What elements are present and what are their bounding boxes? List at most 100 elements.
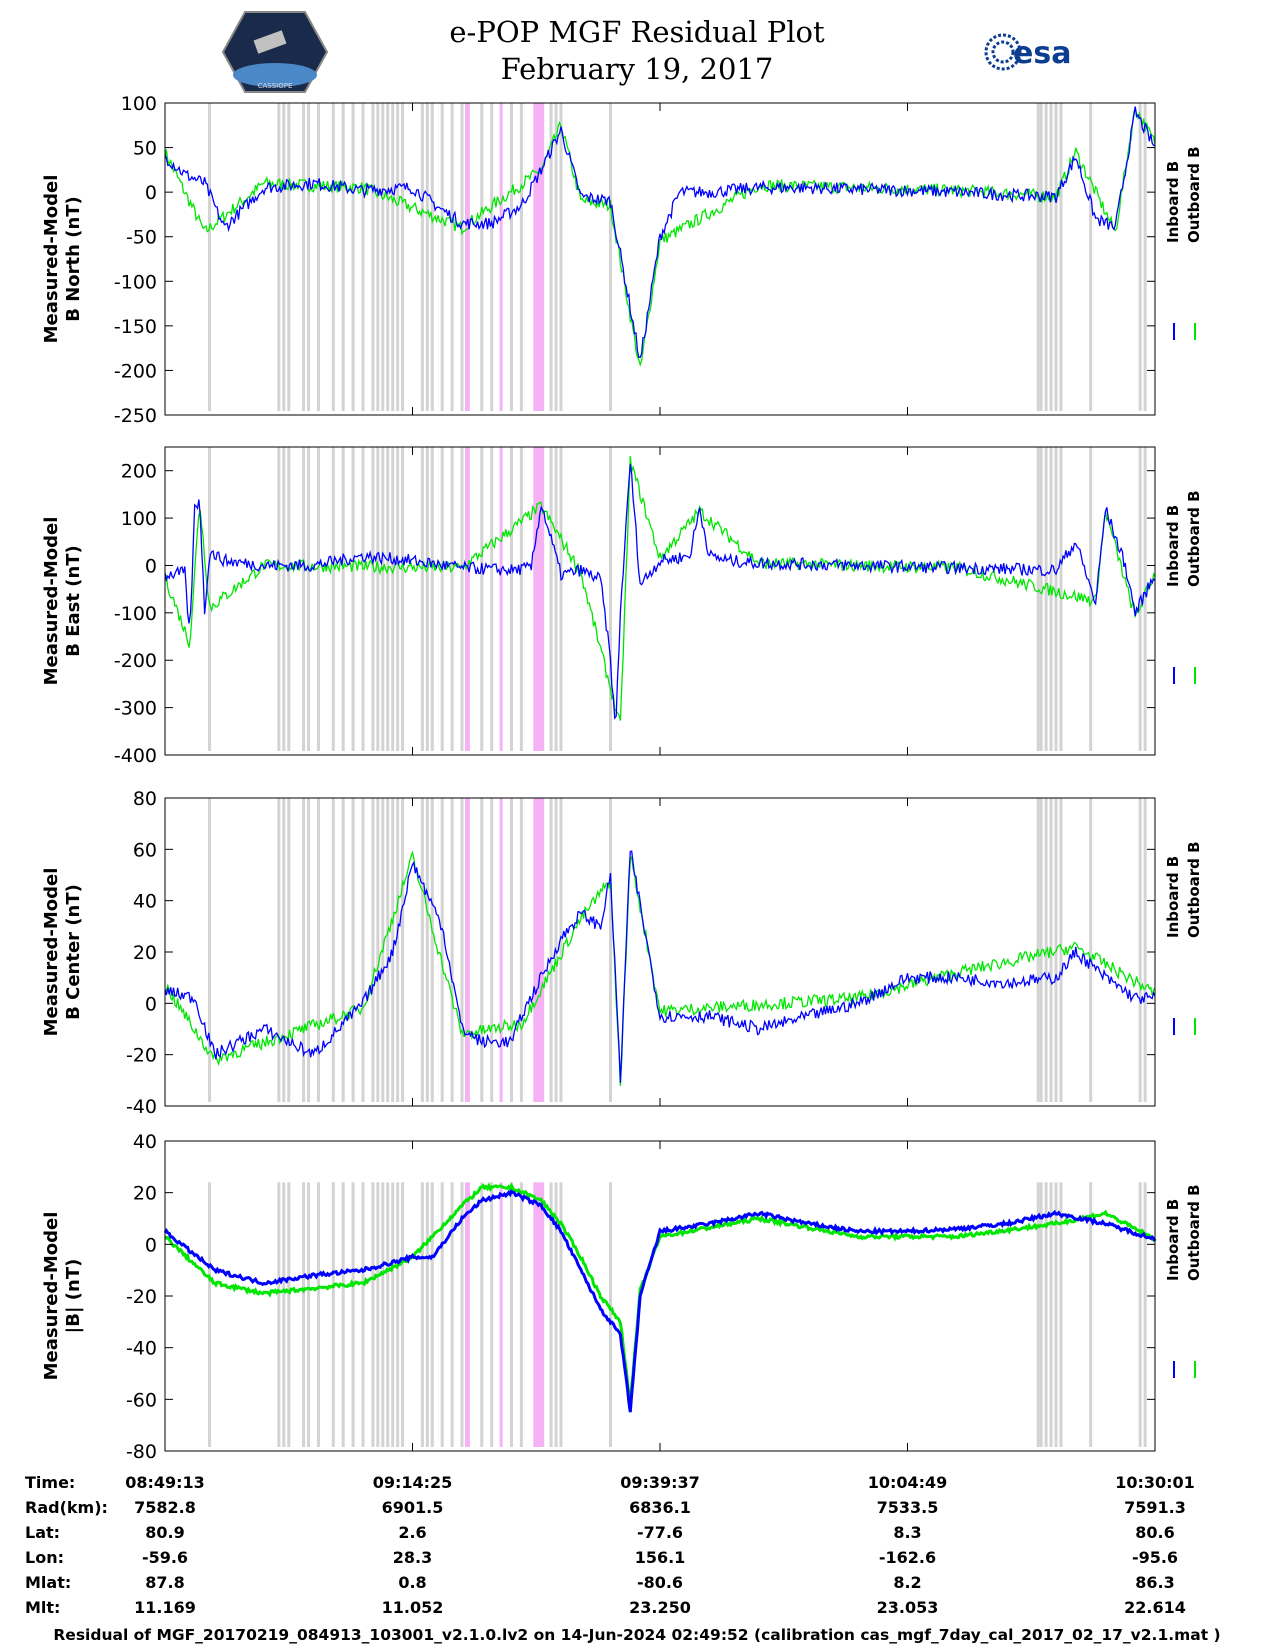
y-axis-label-line: Measured-Model <box>41 517 62 686</box>
eclipse-band <box>331 798 335 1102</box>
info-cell: 6836.1 <box>629 1498 691 1517</box>
y-tick-label: -100 <box>114 271 157 293</box>
eclipse-band <box>1059 1182 1063 1447</box>
eclipse-band <box>1039 447 1043 751</box>
series-outboard <box>164 106 1156 367</box>
eclipse-band <box>381 103 385 411</box>
y-tick-label: -100 <box>114 603 157 625</box>
eclipse-band <box>430 798 434 1102</box>
eclipse-band <box>440 447 444 751</box>
y-tick-label: -400 <box>114 745 157 767</box>
flag-band <box>499 103 503 411</box>
y-axis-label-line: Measured-Model <box>41 1212 62 1381</box>
eclipse-band <box>510 447 513 751</box>
eclipse-band <box>1138 103 1142 411</box>
eclipse-band <box>282 1182 286 1447</box>
y-tick-label: -40 <box>126 1096 157 1118</box>
eclipse-band <box>401 798 405 1102</box>
eclipse-band <box>554 103 558 411</box>
eclipse-band <box>450 798 454 1102</box>
eclipse-band <box>316 798 320 1102</box>
eclipse-band <box>376 798 380 1102</box>
eclipse-band <box>351 1182 355 1447</box>
eclipse-band <box>1044 1182 1048 1447</box>
eclipse-band <box>1044 103 1048 411</box>
eclipse-band <box>316 447 320 751</box>
info-cell: 8.2 <box>893 1573 921 1592</box>
series-inboard <box>164 464 1156 720</box>
eclipse-band <box>396 798 400 1102</box>
legend: Inboard B Outboard B <box>1164 490 1203 684</box>
eclipse-band <box>401 1182 405 1447</box>
y-tick-label: -40 <box>126 1338 157 1360</box>
eclipse-band <box>302 103 306 411</box>
eclipse-band <box>376 447 380 751</box>
eclipse-band <box>371 1182 375 1447</box>
eclipse-band <box>490 798 494 1102</box>
eclipse-band <box>302 798 306 1102</box>
eclipse-band <box>510 1182 513 1447</box>
eclipse-band <box>331 1182 335 1447</box>
eclipse-band <box>430 1182 434 1447</box>
eclipse-band <box>549 103 553 411</box>
time-tick-label: 09:14:25 <box>373 1473 453 1492</box>
header: CASSIOPE e-POP MGF Residual Plot Februar… <box>221 11 1071 93</box>
y-axis-label-line: B Center (nT) <box>63 884 84 1020</box>
eclipse-band <box>1089 1182 1093 1447</box>
eclipse-band <box>282 447 286 751</box>
eclipse-band <box>559 798 563 1102</box>
eclipse-band <box>386 447 390 751</box>
eclipse-band <box>351 447 355 751</box>
y-tick-label: -200 <box>114 650 157 672</box>
eclipse-band <box>425 1182 429 1447</box>
y-tick-label: -250 <box>114 405 157 427</box>
eclipse-band <box>361 798 365 1102</box>
eclipse-band <box>1039 1182 1043 1447</box>
legend-outboard: Outboard B <box>1185 490 1203 587</box>
eclipse-band <box>430 103 434 411</box>
eclipse-band <box>420 447 424 751</box>
eclipse-band <box>386 1182 390 1447</box>
flag-band <box>533 103 545 411</box>
info-cell: 2.6 <box>398 1523 426 1542</box>
y-tick-label: 40 <box>133 891 157 913</box>
eclipse-band <box>361 1182 365 1447</box>
info-row-label: Rad(km): <box>25 1498 108 1517</box>
eclipse-band <box>559 447 563 751</box>
eclipse-band <box>460 103 464 411</box>
eclipse-band <box>1039 103 1043 411</box>
flag-band <box>499 798 503 1102</box>
series-inboard <box>163 1188 1157 1413</box>
legend-inboard: Inboard B <box>1164 1199 1182 1281</box>
eclipse-band <box>450 1182 454 1447</box>
legend-inboard: Inboard B <box>1164 856 1182 938</box>
eclipse-band <box>331 447 335 751</box>
eclipse-band <box>460 798 464 1102</box>
legend: Inboard B Outboard B <box>1164 841 1203 1035</box>
eclipse-band <box>1049 1182 1053 1447</box>
y-tick-label: -80 <box>126 1441 157 1463</box>
eclipse-band <box>1059 447 1063 751</box>
y-tick-label: 0 <box>145 993 157 1015</box>
legend-outboard: Outboard B <box>1185 146 1203 243</box>
info-cell: 86.3 <box>1135 1573 1174 1592</box>
info-row-label: Lon: <box>25 1548 64 1567</box>
footer-caption: Residual of MGF_20170219_084913_103001_v… <box>53 1626 1220 1644</box>
eclipse-band <box>1089 103 1093 411</box>
flag-band <box>464 447 470 751</box>
y-tick-label: -150 <box>114 316 157 338</box>
eclipse-band <box>425 447 429 751</box>
eclipse-band <box>277 1182 281 1447</box>
eclipse-band <box>510 103 513 411</box>
info-row-label: Time: <box>25 1473 75 1492</box>
eclipse-band <box>381 447 385 751</box>
y-axis-label-line: Measured-Model <box>41 175 62 344</box>
info-cell: 28.3 <box>393 1548 432 1567</box>
info-cell: -95.6 <box>1132 1548 1178 1567</box>
info-cell: 7582.8 <box>134 1498 196 1517</box>
info-cell: -162.6 <box>879 1548 936 1567</box>
eclipse-band <box>559 1182 563 1447</box>
eclipse-band <box>341 798 345 1102</box>
y-tick-label: 200 <box>121 461 157 483</box>
time-tick-label: 10:30:01 <box>1115 1473 1195 1492</box>
